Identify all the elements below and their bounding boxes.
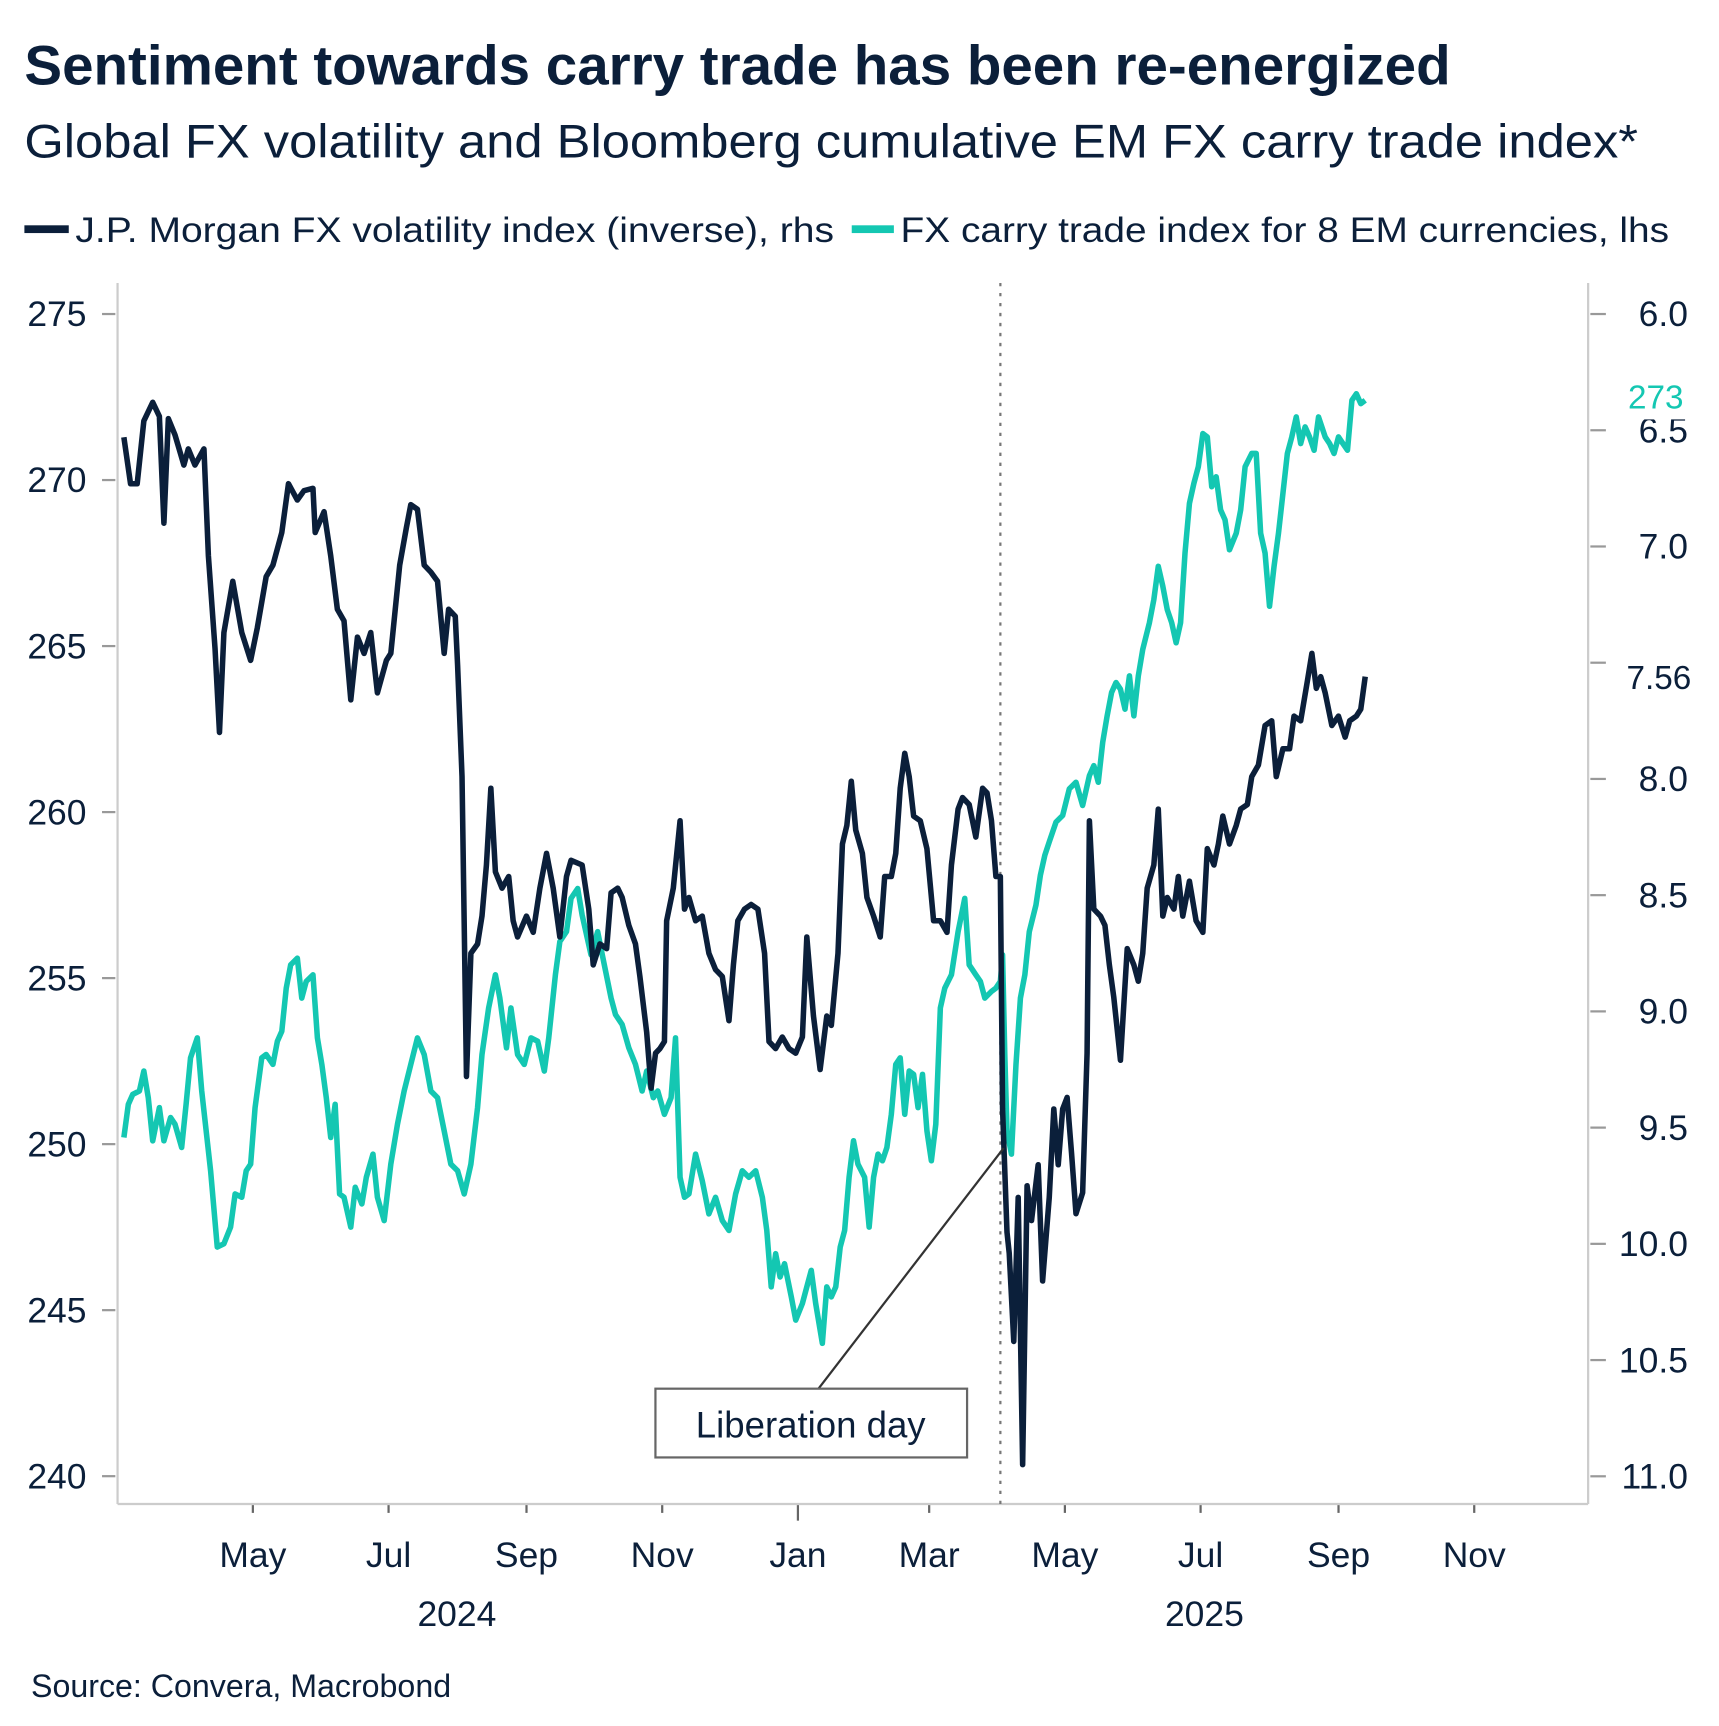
x-tick-label: Jul [1178,1535,1223,1575]
right-tick-label: 8.5 [1639,875,1688,915]
right-axis: 6.06.57.08.08.59.09.510.010.511.0 [1590,294,1688,1496]
left-tick-label: 245 [27,1290,86,1330]
annotation-leader-line [817,1147,1005,1390]
plot-frame [116,282,1590,1506]
right-tick-label: 11.0 [1622,1456,1688,1496]
right-tick-label: 8.0 [1639,759,1688,799]
series-line-fx-volatility [121,399,1368,1468]
x-tick-label: Sep [1307,1535,1370,1575]
x-tick-label: May [1031,1535,1098,1575]
x-axis: May Jul Sep Nov Jan Mar May Jul Sep Nov 2024 2025 [219,1505,1506,1634]
annotation-label: Liberation day [696,1404,927,1445]
legend-label-vol: J.P. Morgan FX volatility index (inverse… [75,210,834,250]
left-tick-label: 270 [27,460,86,500]
series-line-carry-trade [121,390,1367,1347]
right-tick-label: 10.5 [1619,1340,1688,1380]
source-note: Source: Convera, Macrobond [31,1668,451,1704]
series-group [121,390,1368,1468]
left-tick-label: 250 [27,1124,86,1164]
x-tick-label: Nov [631,1535,694,1575]
left-tick-label: 275 [27,294,86,334]
legend-swatch-carry [851,225,894,234]
annotation-box [654,1387,969,1459]
chart-title: Sentiment towards carry trade has been r… [24,34,1450,96]
legend: J.P. Morgan FX volatility index (inverse… [24,210,1669,250]
legend-label-carry: FX carry trade index for 8 EM currencies… [901,210,1670,250]
right-tick-label: 7.0 [1639,527,1688,567]
x-tick-label: Sep [495,1535,558,1575]
left-tick-label: 240 [27,1456,86,1496]
last-value-carry: 273 [1628,379,1684,416]
right-tick-label: 9.5 [1639,1108,1688,1148]
x-tick-label: Jan [769,1535,826,1575]
x-year-label: 2024 [417,1594,496,1634]
left-tick-label: 260 [27,792,86,832]
x-tick-label: Nov [1443,1535,1506,1575]
last-value-bg [1619,372,1697,420]
x-tick-label: Mar [899,1535,960,1575]
x-year-label: 2025 [1165,1594,1244,1634]
x-tick-label: May [219,1535,286,1575]
last-value-labels: 273 7.56 [1619,372,1697,697]
x-tick-label: Jul [366,1535,411,1575]
annotation-liberation-day: Liberation day [654,1147,1005,1459]
left-axis: 240 245 250 255 260 265 270 275 [27,294,116,1496]
last-value-vol: 7.56 [1627,660,1692,697]
right-tick-label: 10.0 [1619,1224,1688,1264]
legend-swatch-vol [24,225,69,234]
left-tick-label: 265 [27,626,86,666]
right-tick-label: 6.0 [1639,294,1688,334]
left-tick-label: 255 [27,958,86,998]
chart-subtitle: Global FX volatility and Bloomberg cumul… [24,116,1638,169]
right-tick-label: 9.0 [1639,992,1688,1032]
